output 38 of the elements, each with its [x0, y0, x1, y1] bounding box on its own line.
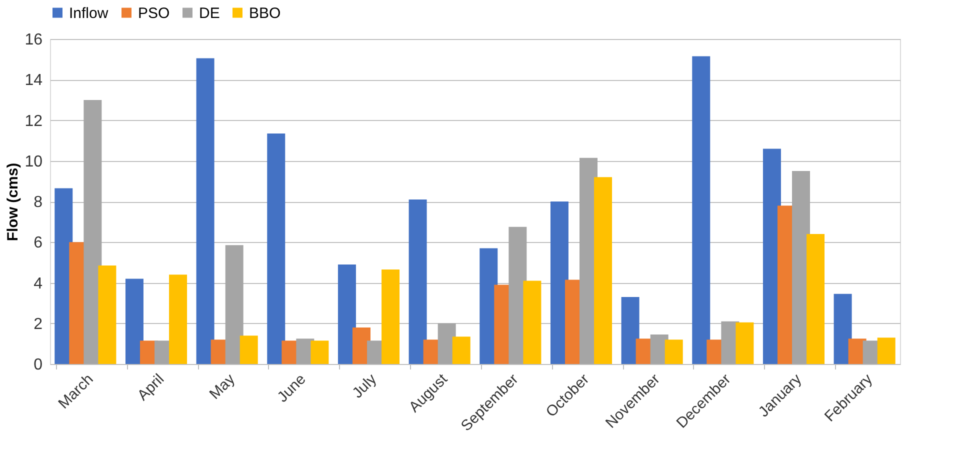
y-tick-label: 14	[24, 72, 43, 90]
legend-label: DE	[199, 4, 220, 22]
bar	[408, 199, 427, 364]
bar	[621, 296, 640, 364]
bar	[98, 265, 116, 364]
x-tick-label: July	[349, 370, 380, 402]
bar	[594, 177, 612, 364]
bar	[196, 58, 214, 364]
bar	[452, 336, 470, 364]
y-tick-label: 0	[34, 356, 43, 374]
bar	[125, 278, 144, 364]
bar	[523, 280, 542, 364]
bar	[692, 56, 710, 364]
bar	[240, 336, 258, 364]
y-tick-label: 6	[34, 234, 43, 252]
y-tick-label: 4	[34, 275, 43, 292]
legend-label: BBO	[249, 4, 281, 22]
y-tick-label: 2	[34, 316, 43, 333]
bar	[736, 322, 754, 364]
bar	[225, 245, 244, 364]
y-tick-label: 16	[24, 32, 43, 48]
y-tick-label: 8	[34, 194, 43, 211]
bar	[877, 338, 896, 364]
bar	[664, 340, 683, 364]
y-axis-title: Flow (cms)	[4, 162, 22, 242]
bar	[806, 234, 825, 364]
bar	[84, 100, 102, 364]
legend-label: PSO	[138, 4, 170, 22]
bar	[834, 294, 852, 364]
bar	[169, 274, 188, 364]
y-tick-label: 12	[24, 112, 43, 130]
bar	[382, 270, 400, 364]
bar	[310, 340, 329, 364]
y-tick-label: 10	[24, 153, 43, 170]
bar	[267, 133, 286, 364]
legend-label: Inflow	[69, 4, 108, 22]
bar	[338, 264, 356, 364]
x-tick-label: May	[206, 370, 239, 403]
